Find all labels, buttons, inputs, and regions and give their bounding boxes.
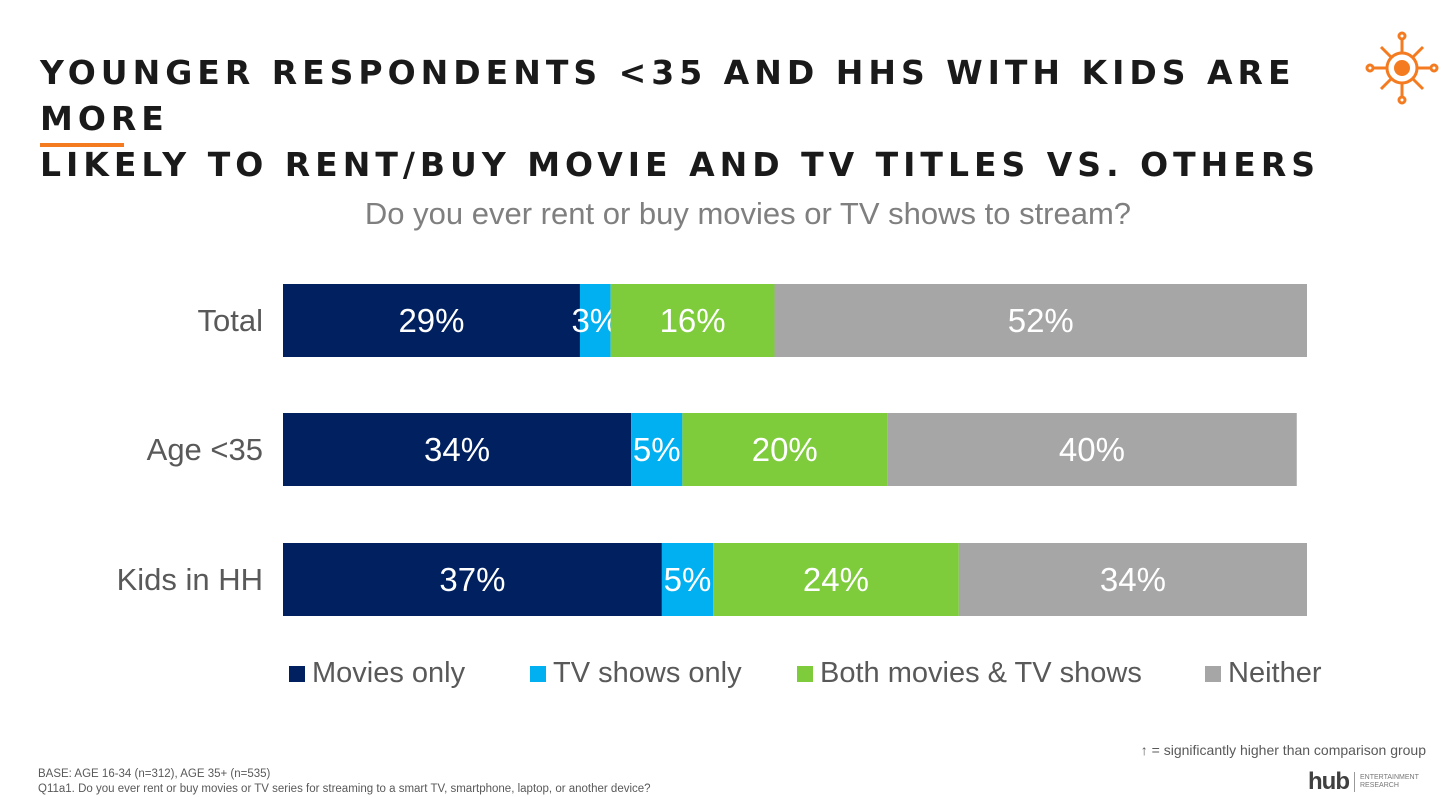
legend-swatch-neither xyxy=(1205,665,1221,682)
data-label-age-35-tv-shows-only: 5% xyxy=(633,431,681,468)
data-label-kids-in-hh-neither: 34% xyxy=(1100,561,1166,598)
bar-age-35-neither xyxy=(887,413,1297,486)
legend-label-tv-shows-only: TV shows only xyxy=(553,657,742,689)
bar-total-tv-shows-only xyxy=(579,284,611,357)
legend-label-both: Both movies & TV shows xyxy=(820,657,1142,689)
category-label-total: Total xyxy=(198,303,263,338)
legend-swatch-movies-only xyxy=(289,665,305,682)
data-label-kids-in-hh-both-movies-tv-shows: 24% xyxy=(803,561,869,598)
slide-title: YOUNGER RESPONDENTS <35 AND HHS WITH KID… xyxy=(40,50,1320,188)
brand-sub-2: RESEARCH xyxy=(1359,782,1399,789)
bar-total-neither xyxy=(774,284,1307,357)
bar-age-35-tv-shows-only xyxy=(631,413,683,486)
brand-sub-1: ENTERTAINMENT xyxy=(1359,774,1419,781)
legend-swatch-tv-shows-only xyxy=(530,665,546,682)
significance-note: ↑ = significantly higher than comparison… xyxy=(1140,742,1426,758)
legend-item-tv-shows-only: TV shows only xyxy=(530,657,742,690)
data-label-total-neither: 52% xyxy=(1008,302,1074,339)
chart-legend: Movies only TV shows only Both movies & … xyxy=(0,657,1456,697)
base-line-1: BASE: AGE 16-34 (n=312), AGE 35+ (n=535) xyxy=(38,768,271,780)
category-label-age-35: Age <35 xyxy=(147,432,263,467)
category-label-kids-in-hh: Kids in HH xyxy=(117,562,263,597)
legend-label-movies-only: Movies only xyxy=(312,657,466,689)
data-label-kids-in-hh-movies-only: 37% xyxy=(439,561,505,598)
bar-total-both-movies-tv-shows xyxy=(610,284,775,357)
legend-label-neither: Neither xyxy=(1228,657,1322,689)
bar-kids-in-hh-movies-only xyxy=(283,543,662,616)
bar-age-35-both-movies-tv-shows xyxy=(682,413,888,486)
chart-question: Do you ever rent or buy movies or TV sho… xyxy=(364,196,1132,231)
sun-logo-icon xyxy=(1365,31,1439,105)
data-label-total-movies-only: 29% xyxy=(398,302,464,339)
title-line-2: LIKELY TO RENT/BUY MOVIE AND TV TITLES V… xyxy=(40,145,1321,184)
legend-item-movies-only: Movies only xyxy=(289,657,465,690)
brand-separator xyxy=(1353,772,1355,792)
brand-subtitle: ENTERTAINMENT RESEARCH xyxy=(1360,774,1419,790)
bar-kids-in-hh-neither xyxy=(958,543,1307,616)
data-label-age-35-both-movies-tv-shows: 20% xyxy=(752,431,818,468)
hub-brand-logo: hub ENTERTAINMENT RESEARCH xyxy=(1308,770,1419,794)
data-label-age-35-neither: 40% xyxy=(1059,431,1125,468)
bar-kids-in-hh-both-movies-tv-shows xyxy=(713,543,959,616)
legend-item-neither: Neither xyxy=(1205,657,1322,690)
legend-item-both: Both movies & TV shows xyxy=(797,657,1142,690)
title-line-1: YOUNGER RESPONDENTS <35 AND HHS WITH KID… xyxy=(40,53,1296,138)
bar-age-35-movies-only xyxy=(283,413,632,486)
brand-word: hub xyxy=(1308,768,1350,795)
legend-swatch-both xyxy=(797,665,813,682)
data-label-total-both-movies-tv-shows: 16% xyxy=(660,302,726,339)
bar-total-movies-only xyxy=(283,284,580,357)
title-underline xyxy=(40,143,124,147)
base-line-2: Q11a1. Do you ever rent or buy movies or… xyxy=(38,783,651,795)
bar-kids-in-hh-tv-shows-only xyxy=(661,543,714,616)
base-footnote: BASE: AGE 16-34 (n=312), AGE 35+ (n=535)… xyxy=(38,767,651,797)
data-label-age-35-movies-only: 34% xyxy=(424,431,490,468)
stacked-bar-chart: Total 29% 3% 16% 52%Age <35 34% 5% 20% 40%Kids i… xyxy=(117,284,1307,616)
data-label-kids-in-hh-tv-shows-only: 5% xyxy=(664,561,712,598)
